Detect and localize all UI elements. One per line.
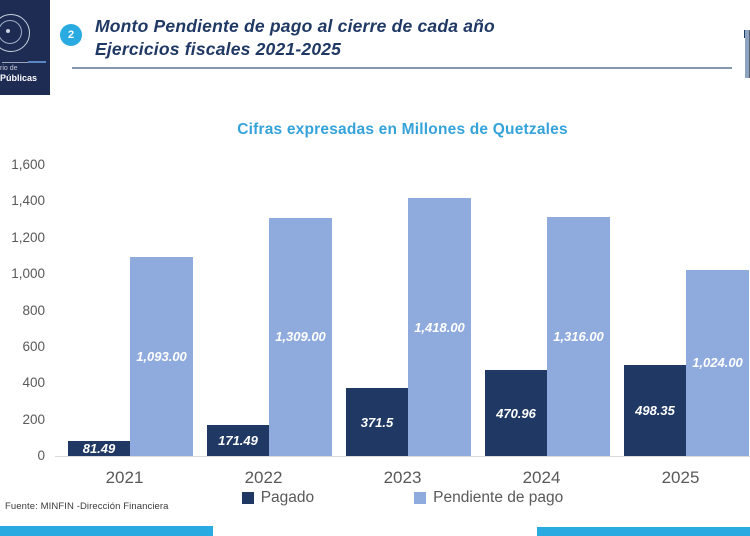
- logo-divider: [2, 62, 28, 63]
- legend-item-pagado: Pagado: [241, 489, 315, 507]
- page-title: Monto Pendiente de pago al cierre de cad…: [95, 15, 715, 61]
- bar-pendiente-2023: 1,418.00: [408, 198, 471, 456]
- seal-center-icon: [6, 29, 10, 33]
- x-axis-category-label: 2022: [244, 468, 283, 487]
- x-axis-category-label: 2024: [522, 468, 561, 487]
- chart-legend: Pagado Pendiente de pago: [55, 489, 750, 507]
- legend-swatch-icon: [414, 492, 427, 504]
- footer-accent-bar-right: [537, 527, 750, 536]
- logo-text-line1: rio de: [0, 65, 18, 72]
- bar-value-label: 171.49: [218, 432, 258, 448]
- legend-label: Pagado: [260, 489, 315, 506]
- bar-pendiente-2021: 1,093.00: [130, 257, 193, 456]
- legend-label: Pendiente de pago: [433, 489, 564, 506]
- y-axis-tick-label: 1,000: [11, 266, 45, 282]
- y-axis-tick-label: 1,200: [11, 229, 45, 245]
- page-title-line2: Ejercicios fiscales 2021-2025: [95, 39, 342, 59]
- logo-divider-accent: [28, 61, 46, 63]
- bar-value-label: 470.96: [496, 405, 536, 421]
- bar-value-label: 81.49: [82, 441, 116, 457]
- bar-value-label: 498.35: [635, 403, 675, 419]
- y-axis-tick-label: 1,600: [11, 157, 45, 172]
- ministry-logo: rio de Públicas: [0, 0, 50, 95]
- x-axis-category-label: 2021: [105, 468, 144, 487]
- source-note: Fuente: MINFIN -Dirección Financiera: [5, 501, 169, 512]
- bar-pendiente-2025: 1,024.00: [686, 269, 749, 456]
- bar-value-label: 1,418.00: [414, 319, 465, 335]
- x-axis-category-label: 2025: [661, 468, 700, 487]
- bar-pendiente-2024: 1,316.00: [547, 216, 610, 456]
- title-underline: [72, 67, 732, 69]
- bar-value-label: 1,024.00: [692, 355, 743, 371]
- seal-icon: [0, 14, 30, 52]
- y-axis-tick-label: 800: [22, 302, 45, 318]
- bar-pagado-2022: 171.49: [207, 424, 269, 456]
- bar-value-label: 1,309.00: [275, 329, 326, 345]
- y-axis-tick-label: 600: [22, 338, 45, 354]
- bar-pagado-2021: 81.49: [68, 441, 130, 456]
- bar-value-label: 371.5: [360, 414, 394, 430]
- y-axis-tick-label: 400: [22, 375, 45, 391]
- seal-inner-ring-icon: [0, 20, 22, 44]
- bar-pendiente-2022: 1,309.00: [269, 217, 332, 456]
- logo-text-line2: Públicas: [0, 73, 38, 83]
- y-axis-tick-label: 200: [22, 411, 45, 427]
- y-axis-tick-label: 1,400: [11, 193, 45, 209]
- y-axis-tick-label: 0: [37, 448, 45, 463]
- bar-pagado-2025: 498.35: [624, 365, 686, 456]
- footer-accent-bar-left: [0, 526, 213, 536]
- x-axis-line: [55, 456, 750, 457]
- legend-item-pendiente-de-pago: Pendiente de pago: [414, 489, 563, 507]
- x-axis-category-label: 2023: [383, 468, 422, 487]
- slide-number-badge: 2: [60, 24, 82, 46]
- legend-swatch-icon: [241, 492, 254, 504]
- page-title-line1: Monto Pendiente de pago al cierre de cad…: [95, 16, 495, 36]
- bar-pagado-2024: 470.96: [485, 370, 547, 456]
- bar-value-label: 1,316.00: [553, 328, 604, 344]
- bar-value-label: 1,093.00: [136, 349, 187, 365]
- bar-pagado-2023: 371.5: [346, 388, 408, 456]
- chart-title: Cifras expresadas en Millones de Quetzal…: [237, 121, 568, 138]
